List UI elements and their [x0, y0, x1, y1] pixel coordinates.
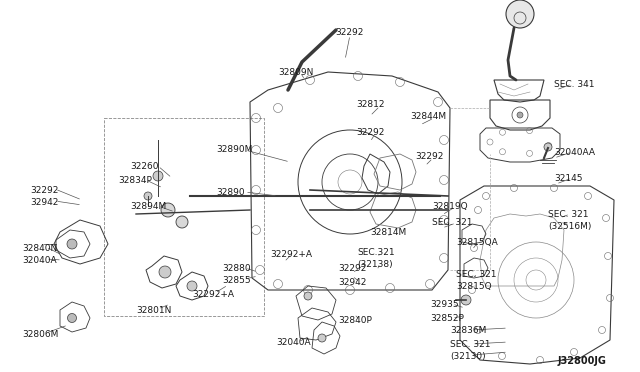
Text: 32145: 32145 — [554, 174, 582, 183]
Text: 32935: 32935 — [430, 300, 459, 309]
Circle shape — [67, 239, 77, 249]
Text: SEC. 321: SEC. 321 — [456, 270, 497, 279]
Text: 32040A: 32040A — [22, 256, 56, 265]
Text: 32809N: 32809N — [278, 68, 314, 77]
Circle shape — [506, 0, 534, 28]
Text: SEC.321: SEC.321 — [357, 248, 395, 257]
Text: 32880: 32880 — [222, 264, 251, 273]
Text: 32942: 32942 — [30, 198, 58, 207]
Text: SEC. 321: SEC. 321 — [432, 218, 472, 227]
Text: 32292: 32292 — [415, 152, 444, 161]
Circle shape — [159, 266, 171, 278]
Text: 32292: 32292 — [338, 264, 366, 273]
Text: 32040AA: 32040AA — [554, 148, 595, 157]
Text: 32894M: 32894M — [130, 202, 166, 211]
Text: 32834P: 32834P — [118, 176, 152, 185]
Text: 32852P: 32852P — [430, 314, 464, 323]
Text: (32130): (32130) — [450, 352, 486, 361]
Text: 32819Q: 32819Q — [432, 202, 468, 211]
Circle shape — [161, 203, 175, 217]
Text: 32806M: 32806M — [22, 330, 58, 339]
Circle shape — [176, 216, 188, 228]
Text: 32292: 32292 — [335, 28, 364, 37]
Text: 32840P: 32840P — [338, 316, 372, 325]
Circle shape — [144, 192, 152, 200]
Text: 32292: 32292 — [356, 128, 385, 137]
Text: 32040A: 32040A — [276, 338, 310, 347]
Text: 32815QA: 32815QA — [456, 238, 498, 247]
Text: SEC. 341: SEC. 341 — [554, 80, 595, 89]
Text: 32292: 32292 — [30, 186, 58, 195]
Circle shape — [304, 292, 312, 300]
Circle shape — [153, 171, 163, 181]
Text: 32855: 32855 — [222, 276, 251, 285]
Text: 32942: 32942 — [338, 278, 366, 287]
Text: 32292+A: 32292+A — [270, 250, 312, 259]
Circle shape — [461, 295, 471, 305]
Text: 32814M: 32814M — [370, 228, 406, 237]
Text: 32801N: 32801N — [136, 306, 172, 315]
Text: 32836M: 32836M — [450, 326, 486, 335]
Text: (32516M): (32516M) — [548, 222, 591, 231]
Text: 32292+A: 32292+A — [192, 290, 234, 299]
Text: 32890M: 32890M — [216, 145, 252, 154]
Text: 32815Q: 32815Q — [456, 282, 492, 291]
Text: 32840N: 32840N — [22, 244, 57, 253]
Circle shape — [544, 143, 552, 151]
Circle shape — [318, 334, 326, 342]
Text: 32844M: 32844M — [410, 112, 446, 121]
Circle shape — [517, 112, 523, 118]
Text: SEC. 321: SEC. 321 — [450, 340, 490, 349]
Text: J32800JG: J32800JG — [558, 356, 607, 366]
Circle shape — [187, 281, 197, 291]
Text: 32890: 32890 — [216, 188, 244, 197]
Text: 32812: 32812 — [356, 100, 385, 109]
Circle shape — [67, 314, 77, 323]
Text: SEC. 321: SEC. 321 — [548, 210, 589, 219]
Text: (32138): (32138) — [357, 260, 392, 269]
Text: 32260: 32260 — [130, 162, 159, 171]
